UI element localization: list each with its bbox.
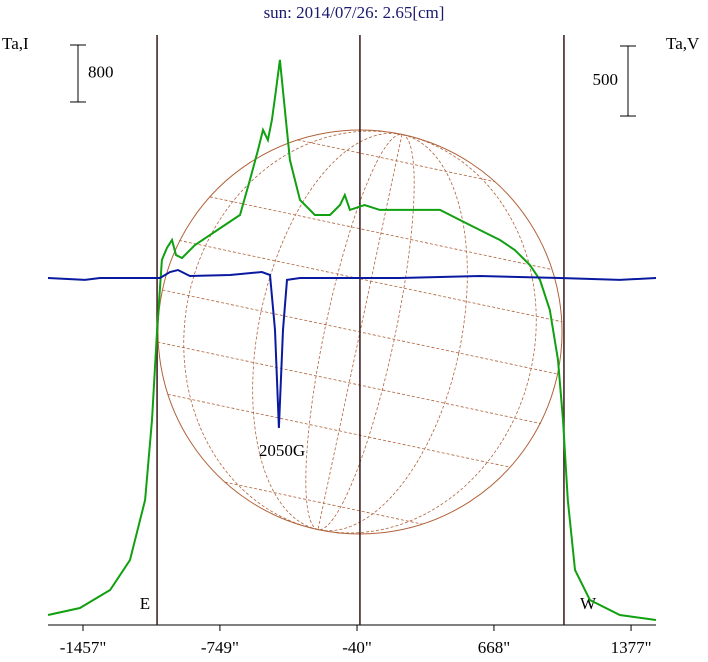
x-tick-label: -749"	[201, 638, 239, 657]
parallel	[179, 239, 563, 323]
east-label: E	[140, 594, 150, 613]
x-tick-label: 668"	[478, 638, 510, 657]
x-tick-label: 1377"	[611, 638, 652, 657]
parallel	[157, 341, 541, 425]
scale-bar-v-label: 500	[593, 70, 619, 89]
series-line	[47, 268, 657, 429]
x-tick-label: -1457"	[60, 638, 107, 657]
west-label: W	[580, 594, 597, 613]
y2-axis-label: Ta,V	[666, 34, 700, 53]
parallel	[167, 394, 511, 468]
field-label: 2050G	[259, 441, 305, 460]
parallel	[209, 196, 553, 270]
parallel	[297, 139, 496, 183]
x-tick-label: -40"	[342, 638, 372, 657]
series-line	[47, 59, 657, 621]
scale-bar-i-label: 800	[88, 62, 114, 81]
parallel	[224, 481, 423, 525]
y-axis-label: Ta,I	[2, 34, 29, 53]
chart-title: sun: 2014/07/26: 2.65[cm]	[264, 3, 445, 22]
